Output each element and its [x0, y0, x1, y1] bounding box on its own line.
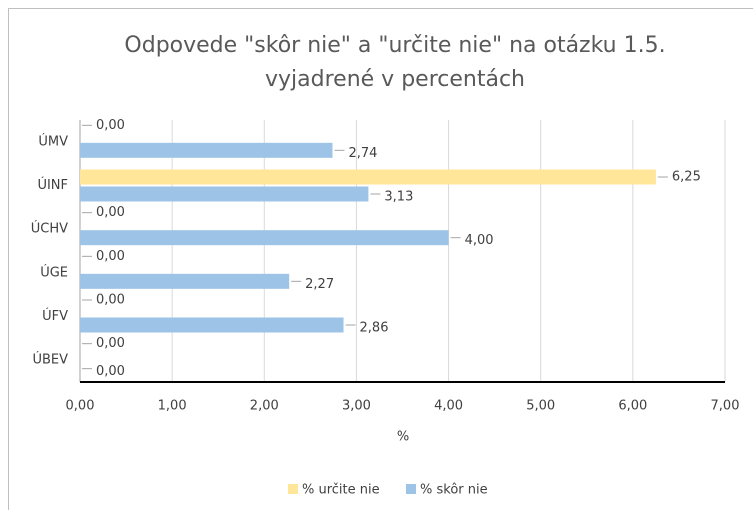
data-label: 0,00	[96, 336, 125, 351]
data-label: 0,00	[96, 364, 125, 379]
bar	[80, 186, 369, 202]
legend-label: % skôr nie	[420, 483, 488, 498]
x-tick-label: 0,00	[66, 399, 95, 414]
x-tick-label: 1,00	[158, 399, 187, 414]
y-tick-label: ÚINF	[37, 177, 68, 193]
bar	[80, 230, 449, 246]
data-label: 2,27	[305, 277, 334, 292]
x-tick-label: 2,00	[250, 399, 279, 414]
y-tick-label: ÚBEV	[32, 352, 68, 368]
data-label: 6,25	[672, 170, 701, 185]
data-label: 0,00	[96, 293, 125, 308]
data-label: 4,00	[465, 233, 494, 248]
x-tick-label: 7,00	[711, 399, 740, 414]
x-tick-label: 3,00	[342, 399, 371, 414]
legend-label: % určite nie	[302, 483, 380, 498]
legend-swatch	[288, 484, 298, 494]
data-label: 0,00	[96, 118, 125, 133]
y-tick-label: ÚGE	[40, 264, 68, 280]
data-label: 0,00	[96, 249, 125, 264]
x-axis-label: %	[397, 430, 409, 445]
bar	[80, 142, 333, 158]
data-label: 3,13	[384, 190, 413, 205]
x-tick-label: 4,00	[434, 399, 463, 414]
y-tick-label: ÚMV	[38, 133, 68, 149]
bar	[80, 169, 656, 185]
chart-border	[8, 8, 753, 510]
data-label: 2,86	[360, 321, 389, 336]
x-tick-label: 6,00	[618, 399, 647, 414]
chart-title: Odpovede "skôr nie" a "určite nie" na ot…	[124, 33, 665, 58]
chart-title: vyjadrené v percentách	[265, 67, 525, 92]
data-label: 0,00	[96, 205, 125, 220]
y-tick-label: ÚFV	[42, 308, 68, 324]
bar	[80, 317, 344, 333]
data-label: 2,74	[348, 146, 377, 161]
bar	[80, 273, 290, 289]
y-tick-label: ÚCHV	[31, 221, 68, 237]
x-tick-label: 5,00	[526, 399, 555, 414]
legend-swatch	[406, 484, 416, 494]
